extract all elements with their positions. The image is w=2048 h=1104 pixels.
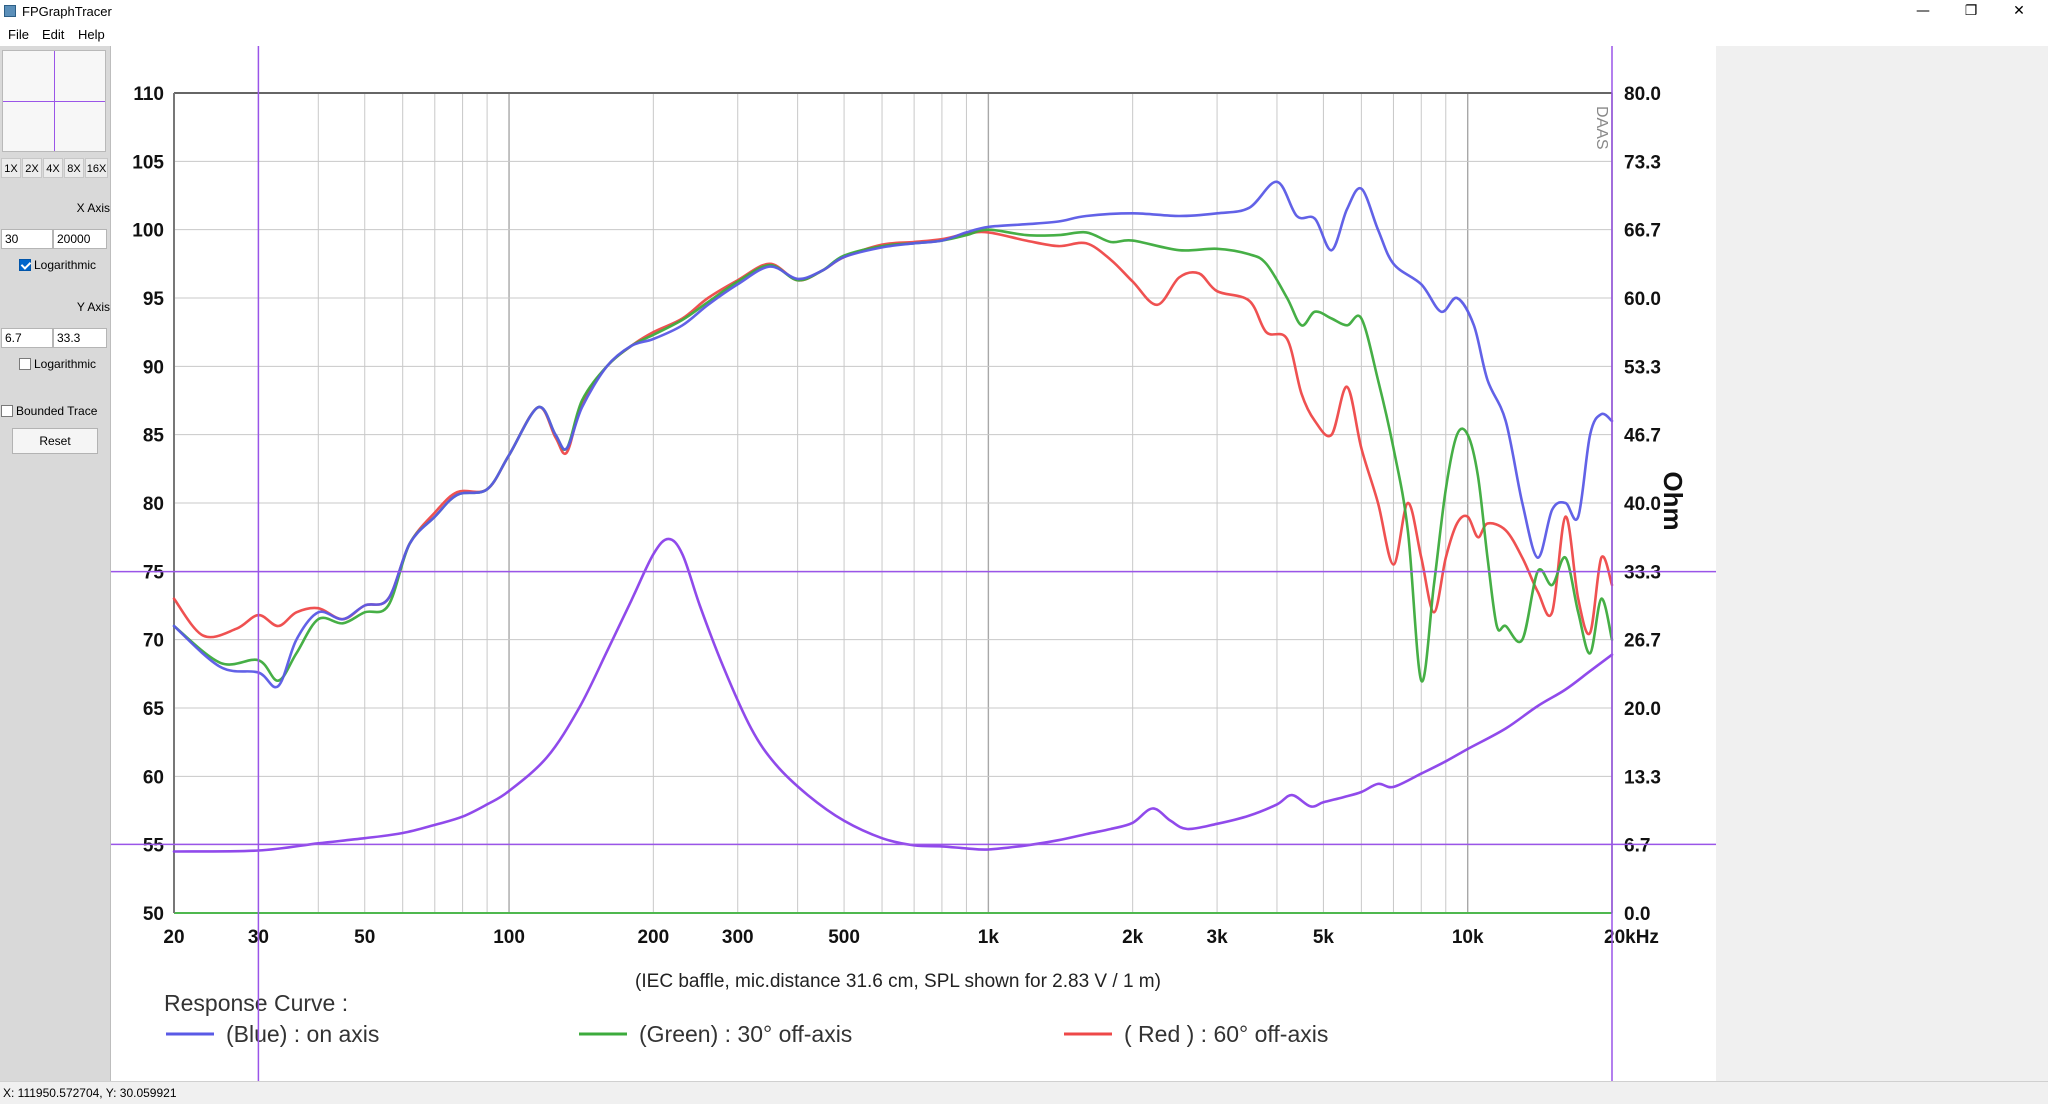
- x-axis-log-label: Logarithmic: [34, 258, 97, 272]
- x-tick-label: 20kHz: [1604, 927, 1659, 948]
- x-tick-label: 20: [163, 927, 184, 948]
- y-tick-label-right: 26.7: [1624, 630, 1661, 651]
- y-tick-label-left: 100: [132, 221, 164, 242]
- y-tick-label-left: 90: [143, 357, 164, 378]
- y-tick-label-right: 40.0: [1624, 494, 1661, 515]
- x-axis-max-input[interactable]: [53, 229, 107, 249]
- x-tick-label: 3k: [1207, 927, 1229, 948]
- menu-file[interactable]: File: [8, 27, 29, 42]
- legend-title: Response Curve :: [164, 990, 348, 1016]
- series-line-impedance: [172, 537, 1614, 853]
- app-icon: [4, 5, 16, 17]
- menu-edit[interactable]: Edit: [42, 27, 65, 42]
- control-panel: 1X 2X 4X 8X 16X X Axis Logarithmic Y Axi…: [0, 46, 111, 1081]
- y-axis-log-toggle[interactable]: Logarithmic: [19, 357, 96, 371]
- menu-bar: File Edit Help: [0, 24, 2048, 47]
- cursor-coordinates: X: 111950.572704, Y: 30.059921: [3, 1086, 177, 1100]
- bounded-trace-toggle[interactable]: Bounded Trace: [1, 404, 97, 418]
- y-tick-label-right: 80.0: [1624, 84, 1661, 105]
- legend-label-blue: (Blue) : on axis: [226, 1021, 379, 1047]
- workspace-background: [1716, 46, 2048, 1081]
- bounded-trace-label: Bounded Trace: [16, 404, 98, 418]
- x-tick-label: 500: [828, 927, 860, 948]
- reset-button[interactable]: Reset: [12, 428, 98, 454]
- x-tick-label: 5k: [1313, 927, 1335, 948]
- x-axis-label: X Axis: [76, 201, 110, 215]
- status-bar: X: 111950.572704, Y: 30.059921: [0, 1081, 2048, 1104]
- minimize-button[interactable]: —: [1916, 3, 1930, 19]
- magnifier-view: [2, 50, 106, 152]
- y-axis-max-input[interactable]: [53, 328, 107, 348]
- y-tick-label-right: 60.0: [1624, 289, 1661, 310]
- series-line-blue: [172, 180, 1614, 689]
- crosshair: [111, 46, 1716, 1081]
- legend-label-red: ( Red ) : 60° off-axis: [1124, 1021, 1328, 1047]
- y-tick-label-right: 53.3: [1624, 358, 1661, 379]
- y-tick-label-left: 80: [143, 494, 164, 515]
- x-axis-min-input[interactable]: [1, 229, 53, 249]
- measurement-note: (IEC baffle, mic.distance 31.6 cm, SPL s…: [635, 971, 1161, 992]
- x-tick-label: 10k: [1452, 927, 1484, 948]
- tick-labels: 110 105 100 95 90 85 80 75 70 65 60 55 50 80.0 73.3 66.…: [132, 84, 1661, 948]
- y-tick-label-left: 50: [143, 904, 164, 925]
- zoom-8x-button[interactable]: 8X: [64, 158, 84, 178]
- x-tick-label: 1k: [978, 927, 1000, 948]
- magnifier-crosshair-vertical: [54, 51, 55, 151]
- window-title: FPGraphTracer: [22, 4, 112, 19]
- graph-canvas[interactable]: 110 105 100 95 90 85 80 75 70 65 60 55 50 80.0 73.3 66.…: [111, 46, 1716, 1081]
- legend: (Blue) : on axis (Green) : 30° off-axis ( …: [166, 1021, 1328, 1047]
- x-axis-log-toggle[interactable]: Logarithmic: [19, 258, 96, 272]
- y-tick-label-left: 105: [132, 152, 164, 173]
- x-tick-label: 2k: [1122, 927, 1144, 948]
- y-axis-log-label: Logarithmic: [34, 357, 97, 371]
- bounded-trace-checkbox[interactable]: [1, 405, 13, 417]
- zoom-4x-button[interactable]: 4X: [43, 158, 63, 178]
- series-line-red: [172, 230, 1614, 639]
- y-tick-label-left: 110: [133, 84, 164, 105]
- x-tick-label: 300: [722, 927, 754, 948]
- y-tick-label-right: 13.3: [1624, 768, 1661, 789]
- y-tick-label-right: 46.7: [1624, 425, 1661, 446]
- x-tick-label: 200: [637, 927, 669, 948]
- legend-label-green: (Green) : 30° off-axis: [639, 1021, 852, 1047]
- x-tick-label: 50: [354, 927, 375, 948]
- y-tick-label-right: 66.7: [1624, 220, 1661, 241]
- y-tick-label-left: 75: [143, 562, 165, 583]
- y-tick-label-left: 85: [143, 426, 165, 447]
- x-tick-label: 100: [493, 927, 525, 948]
- y-tick-label-right: 20.0: [1624, 699, 1661, 720]
- y-tick-label-right: 73.3: [1624, 153, 1661, 174]
- y-tick-label-right: 33.3: [1624, 563, 1661, 584]
- restore-button[interactable]: ❐: [1964, 3, 1978, 19]
- menu-help[interactable]: Help: [78, 27, 105, 42]
- graph-background: [111, 46, 1716, 1081]
- zoom-2x-button[interactable]: 2X: [22, 158, 42, 178]
- close-button[interactable]: ✕: [2013, 3, 2025, 19]
- y-tick-label-left: 95: [143, 289, 165, 310]
- zoom-16x-button[interactable]: 16X: [85, 158, 108, 178]
- y-tick-label-left: 70: [143, 631, 164, 652]
- y-axis-label: Y Axis: [76, 300, 110, 314]
- title-bar: FPGraphTracer — ❐ ✕: [0, 0, 2048, 24]
- zoom-1x-button[interactable]: 1X: [1, 158, 21, 178]
- x-axis-log-checkbox[interactable]: [19, 259, 31, 271]
- y-axis-log-checkbox[interactable]: [19, 358, 31, 370]
- y-tick-label-right: 0.0: [1624, 904, 1650, 925]
- right-axis-label: Ohm: [1658, 471, 1688, 530]
- response-curves: [172, 180, 1614, 853]
- y-tick-label-left: 60: [143, 767, 164, 788]
- y-tick-label-left: 55: [143, 836, 165, 857]
- y-tick-label-left: 65: [143, 699, 165, 720]
- y-axis-min-input[interactable]: [1, 328, 53, 348]
- y-tick-label-right: 6.7: [1624, 835, 1650, 856]
- watermark-text: DAAS: [1593, 106, 1610, 150]
